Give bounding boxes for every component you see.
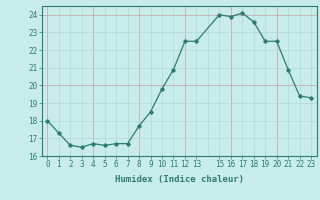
- X-axis label: Humidex (Indice chaleur): Humidex (Indice chaleur): [115, 175, 244, 184]
